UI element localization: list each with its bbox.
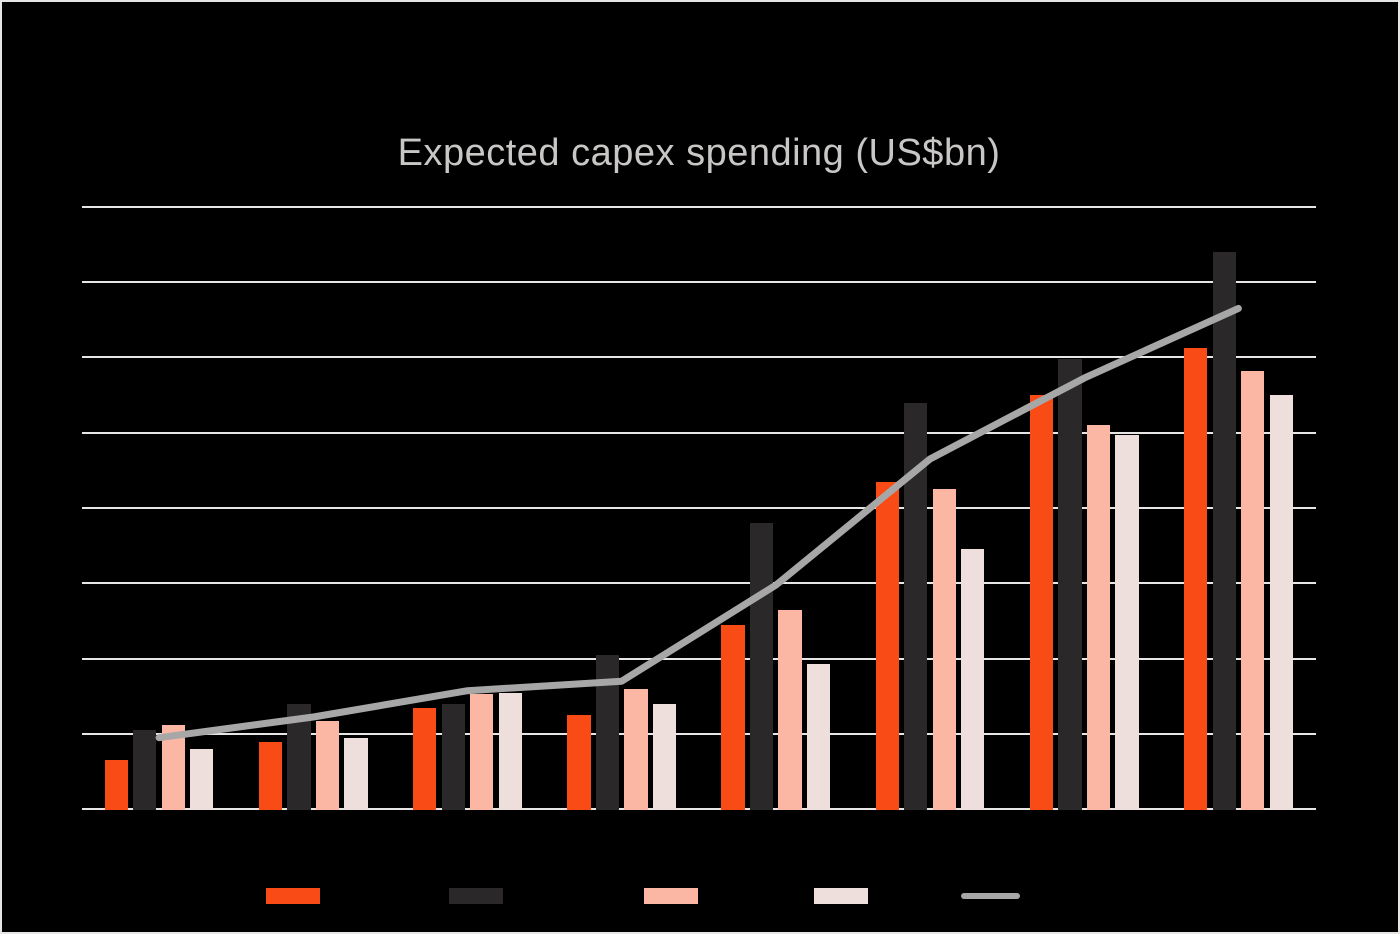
gridline — [82, 431, 1316, 434]
legend-swatch-lightpink-bars — [814, 887, 868, 904]
bar-orange-bars-group-7 — [1029, 395, 1054, 811]
bar-orange-bars-group-3 — [413, 707, 437, 811]
bar-lightpink-bars-group-3 — [498, 692, 522, 811]
legend-swatch-gray-trend-line — [961, 892, 1021, 899]
bar-dark-bars-group-2 — [287, 703, 311, 811]
legend-swatch-orange-bars — [266, 887, 321, 904]
bar-salmon-bars-group-6 — [932, 489, 956, 811]
gridline — [82, 205, 1316, 208]
bar-dark-bars-group-6 — [904, 402, 928, 811]
bar-lightpink-bars-group-5 — [806, 664, 831, 811]
gridline — [82, 281, 1316, 284]
bar-lightpink-bars-group-4 — [652, 703, 677, 811]
bar-lightpink-bars-group-7 — [1115, 434, 1139, 811]
trend-line — [155, 304, 1242, 742]
bar-lightpink-bars-group-6 — [961, 549, 985, 811]
bar-lightpink-bars-group-1 — [190, 749, 214, 811]
bar-orange-bars-group-4 — [567, 715, 591, 811]
bar-lightpink-bars-group-8 — [1269, 395, 1293, 811]
bar-salmon-bars-group-8 — [1241, 370, 1265, 811]
bar-lightpink-bars-group-2 — [344, 737, 368, 811]
bar-dark-bars-group-1 — [133, 730, 157, 811]
bar-dark-bars-group-3 — [441, 703, 465, 811]
bar-dark-bars-group-7 — [1058, 359, 1082, 811]
legend-swatch-dark-bars — [449, 887, 503, 904]
gridline — [82, 356, 1316, 359]
bar-orange-bars-group-5 — [721, 624, 745, 811]
gridline — [82, 657, 1316, 660]
chart-title: Expected capex spending (US$bn) — [397, 132, 1001, 174]
gridline — [82, 582, 1316, 585]
gridline — [82, 507, 1316, 509]
bar-salmon-bars-group-1 — [161, 724, 185, 811]
bar-salmon-bars-group-3 — [470, 694, 494, 811]
bar-orange-bars-group-6 — [875, 481, 899, 811]
bar-salmon-bars-group-5 — [778, 609, 802, 811]
x-axis-baseline — [82, 808, 1316, 811]
bar-dark-bars-group-4 — [595, 654, 620, 811]
legend-swatch-salmon-bars — [643, 887, 698, 904]
gridline — [82, 732, 1316, 735]
bar-orange-bars-group-1 — [104, 760, 128, 811]
bar-salmon-bars-group-4 — [624, 688, 648, 811]
bar-dark-bars-group-8 — [1212, 251, 1236, 811]
bar-orange-bars-group-8 — [1184, 347, 1208, 811]
bar-salmon-bars-group-2 — [315, 720, 340, 811]
bar-salmon-bars-group-7 — [1086, 425, 1111, 811]
bar-orange-bars-group-2 — [258, 741, 283, 811]
